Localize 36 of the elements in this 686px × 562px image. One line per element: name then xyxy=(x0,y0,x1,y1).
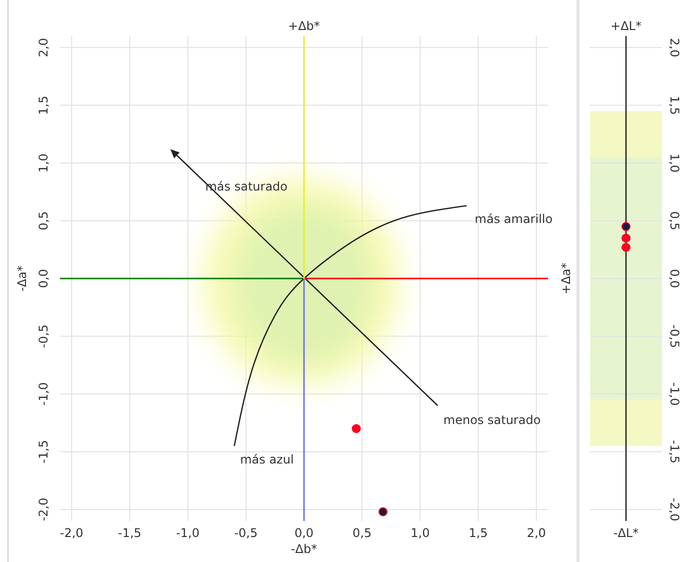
y2-axis-title: +Δa* xyxy=(559,262,573,294)
annotation: más azul xyxy=(240,452,294,466)
y-tick-label: -1,5 xyxy=(36,440,50,464)
y-tick-label: 1,0 xyxy=(36,153,50,173)
y-tick-label: -1,0 xyxy=(36,382,50,406)
x-tick-label: 1,5 xyxy=(468,526,488,540)
y-tick-label: 0,5 xyxy=(668,211,682,230)
x-tick-label: -1,5 xyxy=(118,526,142,540)
x2-axis-title: +ΔL* xyxy=(610,19,642,33)
annotation: más amarillo xyxy=(474,212,553,226)
x-tick-label: -0,5 xyxy=(234,526,258,540)
x2-axis-title: +Δb* xyxy=(288,19,320,33)
y-tick-label: -0,5 xyxy=(668,324,682,348)
y-tick-label: -1,0 xyxy=(668,382,682,406)
y-tick-label: -1,5 xyxy=(668,440,682,464)
y-tick-label: 1,0 xyxy=(668,153,682,173)
y-tick-label: -0,5 xyxy=(36,324,50,348)
y-tick-label: 0,0 xyxy=(36,268,50,288)
y-axis-title: -Δa* xyxy=(15,266,29,292)
y-tick-label: 0,0 xyxy=(668,268,682,288)
y-tick-label: 0,5 xyxy=(36,211,50,230)
y-tick-label: 2,0 xyxy=(36,38,50,58)
y-tick-label: 1,5 xyxy=(36,96,50,115)
y-tick-label: -2,0 xyxy=(36,498,50,522)
x-tick-label: 0,5 xyxy=(352,526,372,540)
x-tick-label: 1,0 xyxy=(410,526,430,540)
y-tick-label: -2,0 xyxy=(668,498,682,522)
x-axis-title: -Δb* xyxy=(290,542,318,556)
annotation: menos saturado xyxy=(443,413,541,427)
x-axis-title: -ΔL* xyxy=(613,526,639,540)
x-tick-label: 0,0 xyxy=(294,526,314,540)
y-tick-label: 1,5 xyxy=(668,96,682,115)
x-tick-label: -1,0 xyxy=(176,526,200,540)
x-tick-label: 2,0 xyxy=(526,526,546,540)
y-tick-label: 2,0 xyxy=(668,38,682,58)
x-tick-label: -2,0 xyxy=(60,526,84,540)
